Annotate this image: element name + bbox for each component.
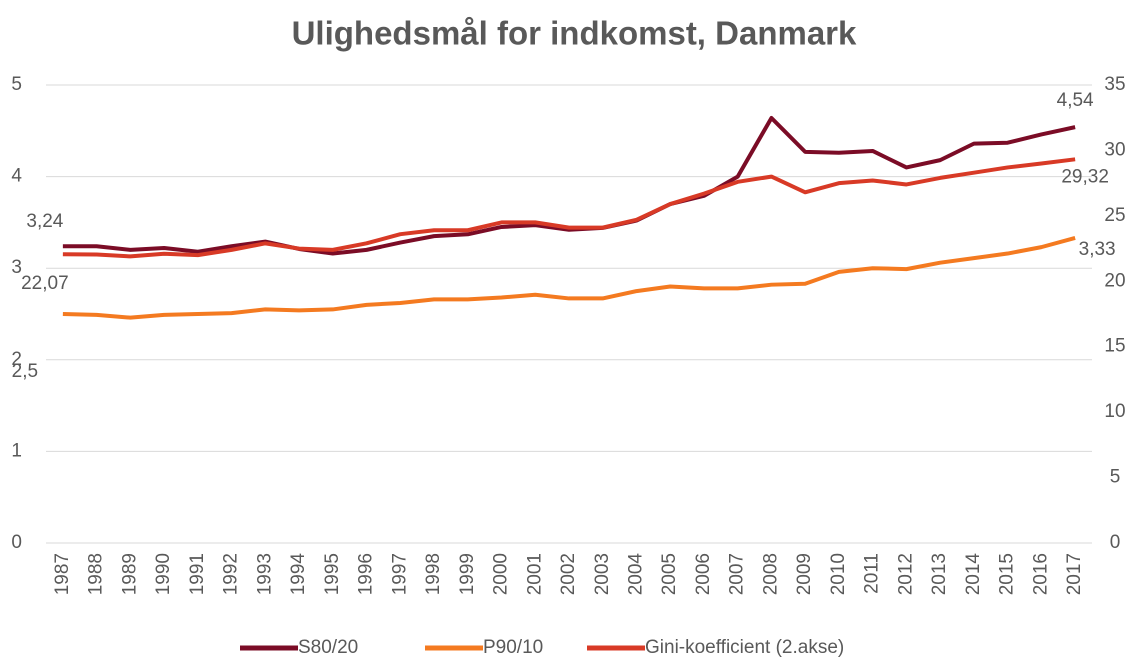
- y-tick-label: 2: [11, 349, 22, 370]
- x-tick-label: 2010: [828, 553, 849, 595]
- x-tick-label: 1991: [187, 553, 208, 595]
- y-tick-label: 0: [11, 532, 22, 553]
- x-tick-label: 2011: [862, 553, 883, 594]
- x-tick-label: 2016: [1030, 553, 1051, 595]
- x-tick-label: 2002: [558, 553, 579, 595]
- data-label: 4,54: [1057, 90, 1094, 111]
- x-tick-label: 1987: [52, 553, 73, 595]
- x-tick-label: 2004: [625, 553, 646, 596]
- chart-title: Ulighedsmål for indkomst, Danmark: [292, 15, 857, 52]
- y2-tick-label: 20: [1104, 270, 1125, 291]
- line: [62, 157, 1076, 259]
- y-tick-label: 5: [11, 74, 22, 95]
- x-tick-label: 2012: [895, 553, 916, 595]
- x-tick-label: 1998: [423, 553, 444, 595]
- x-tick-label: 2008: [760, 553, 781, 595]
- legend-label: P90/10: [483, 637, 543, 658]
- data-label: 29,32: [1061, 166, 1109, 187]
- x-tick-label: 2009: [794, 553, 815, 595]
- x-tick-label: 1999: [457, 553, 478, 595]
- data-label: 3,33: [1079, 239, 1116, 260]
- y-tick-label: 4: [11, 166, 22, 187]
- y2-tick-label: 10: [1104, 401, 1125, 422]
- x-tick-label: 2005: [659, 553, 680, 595]
- x-tick-label: 2001: [524, 553, 545, 595]
- x-tick-label: 1995: [322, 553, 343, 595]
- x-tick-label: 2014: [963, 553, 984, 596]
- x-tick-label: 2007: [727, 553, 748, 595]
- y2-tick-label: 5: [1110, 467, 1121, 488]
- legend-label: S80/20: [298, 637, 358, 658]
- x-tick-label: 1989: [119, 553, 140, 595]
- x-tick-label: 1993: [254, 553, 275, 595]
- x-tick-label: 2003: [592, 553, 613, 595]
- line: [62, 115, 1076, 256]
- y-tick-label: 3: [11, 257, 22, 278]
- x-tick-label: 1996: [356, 553, 377, 595]
- y2-tick-label: 25: [1104, 205, 1125, 226]
- legend-label: Gini-koefficient (2.akse): [645, 637, 844, 658]
- data-label: 22,07: [21, 273, 69, 294]
- x-tick-label: 1988: [86, 553, 107, 595]
- y2-tick-label: 30: [1104, 139, 1125, 160]
- x-tick-label: 1990: [153, 553, 174, 595]
- x-tick-label: 2000: [491, 553, 512, 595]
- x-tick-label: 2015: [997, 553, 1018, 595]
- x-tick-label: 1994: [288, 553, 309, 596]
- data-label: 2,5: [12, 361, 38, 382]
- y2-tick-label: 15: [1104, 336, 1125, 357]
- x-tick-label: 2017: [1064, 553, 1085, 595]
- x-tick-label: 2006: [693, 553, 714, 595]
- x-tick-label: 1997: [389, 553, 410, 595]
- y-tick-label: 1: [11, 440, 22, 461]
- x-tick-label: 2013: [929, 553, 950, 595]
- y2-tick-label: 35: [1104, 74, 1125, 95]
- line: [62, 236, 1076, 320]
- x-tick-label: 1992: [221, 553, 242, 595]
- y2-tick-label: 0: [1110, 532, 1121, 553]
- data-label: 3,24: [26, 211, 63, 232]
